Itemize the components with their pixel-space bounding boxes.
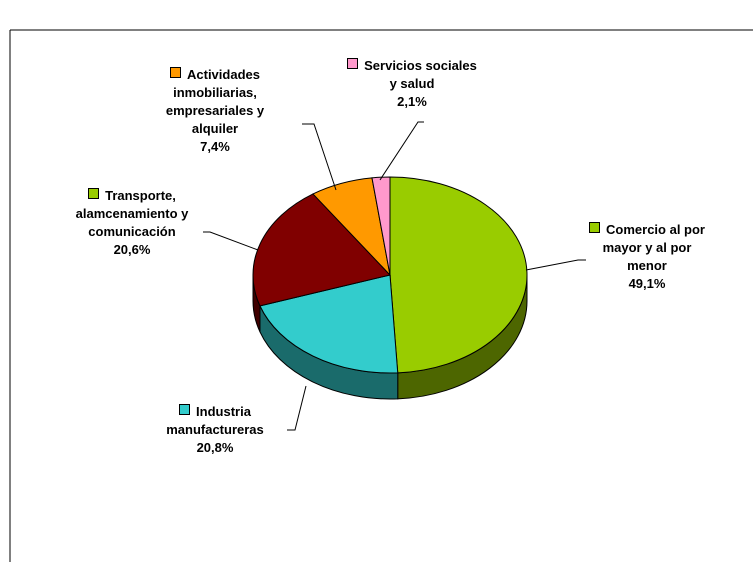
leader-line: [379, 121, 424, 181]
leader-line: [287, 385, 307, 431]
category-label: Servicios sociales y salud: [364, 58, 477, 91]
label: Comercio al por mayor y al por menor 49,1…: [582, 221, 712, 293]
category-label: Actividades inmobiliarias, empresariales…: [165, 67, 265, 136]
pie-slice: [371, 176, 391, 276]
pie: [252, 176, 528, 400]
pie-slice: [389, 176, 528, 374]
pie-slice: [252, 193, 391, 307]
category-label: Comercio al por mayor y al por menor: [602, 222, 705, 273]
value-label: 20,8%: [196, 440, 234, 455]
legend-marker: [347, 58, 359, 69]
value-label: 7,4%: [200, 139, 230, 154]
legend-marker: [179, 404, 191, 415]
value-label: 20,6%: [113, 242, 151, 257]
leader-lines: [203, 121, 586, 431]
leader-line: [302, 123, 337, 191]
label: Servicios sociales y salud 2,1%: [342, 57, 482, 111]
legend-marker: [589, 222, 601, 233]
value-label: 2,1%: [397, 94, 427, 109]
value-label: 49,1%: [628, 276, 666, 291]
legend-marker: [88, 188, 100, 199]
category-label: Transporte, alamcenamiento y comunicació…: [75, 188, 189, 239]
label: Industria manufactureras 20,8%: [145, 403, 285, 457]
pie-slice: [259, 274, 399, 374]
label: Transporte, alamcenamiento y comunicació…: [62, 187, 202, 259]
legend-marker: [170, 67, 181, 78]
leader-line: [525, 259, 586, 271]
category-label: Industria manufactureras: [166, 404, 264, 437]
label: Actividades inmobiliarias, empresariales…: [150, 66, 280, 156]
leader-line: [203, 231, 259, 251]
